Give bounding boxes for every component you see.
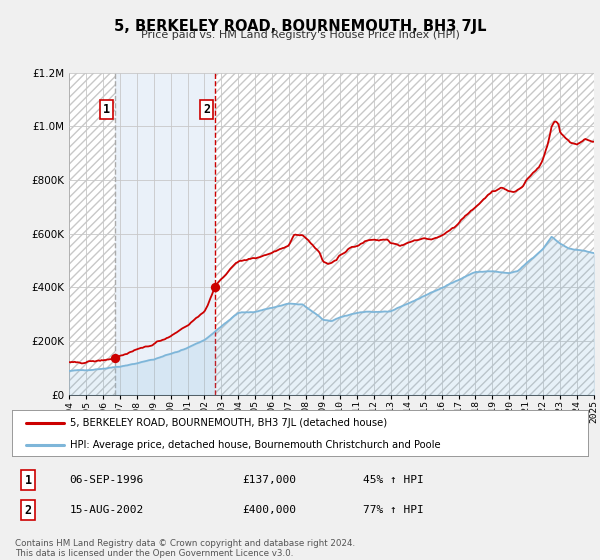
Text: 06-SEP-1996: 06-SEP-1996 <box>70 475 144 485</box>
Text: Contains HM Land Registry data © Crown copyright and database right 2024.
This d: Contains HM Land Registry data © Crown c… <box>15 539 355 558</box>
Text: 2: 2 <box>203 104 210 116</box>
Bar <box>215 73 594 395</box>
Text: £400,000: £400,000 <box>242 505 296 515</box>
Point <box>110 353 119 362</box>
Text: 2: 2 <box>25 503 32 516</box>
Text: HPI: Average price, detached house, Bournemouth Christchurch and Poole: HPI: Average price, detached house, Bour… <box>70 440 440 450</box>
Point <box>210 283 220 292</box>
Text: 15-AUG-2002: 15-AUG-2002 <box>70 505 144 515</box>
Text: 5, BERKELEY ROAD, BOURNEMOUTH, BH3 7JL: 5, BERKELEY ROAD, BOURNEMOUTH, BH3 7JL <box>114 19 486 34</box>
Text: 5, BERKELEY ROAD, BOURNEMOUTH, BH3 7JL (detached house): 5, BERKELEY ROAD, BOURNEMOUTH, BH3 7JL (… <box>70 418 387 428</box>
Bar <box>69 73 115 395</box>
Text: £137,000: £137,000 <box>242 475 296 485</box>
Text: 45% ↑ HPI: 45% ↑ HPI <box>364 475 424 485</box>
Bar <box>115 73 215 395</box>
Text: 1: 1 <box>103 104 110 116</box>
Text: 1: 1 <box>25 474 32 487</box>
Text: 77% ↑ HPI: 77% ↑ HPI <box>364 505 424 515</box>
Text: Price paid vs. HM Land Registry's House Price Index (HPI): Price paid vs. HM Land Registry's House … <box>140 30 460 40</box>
